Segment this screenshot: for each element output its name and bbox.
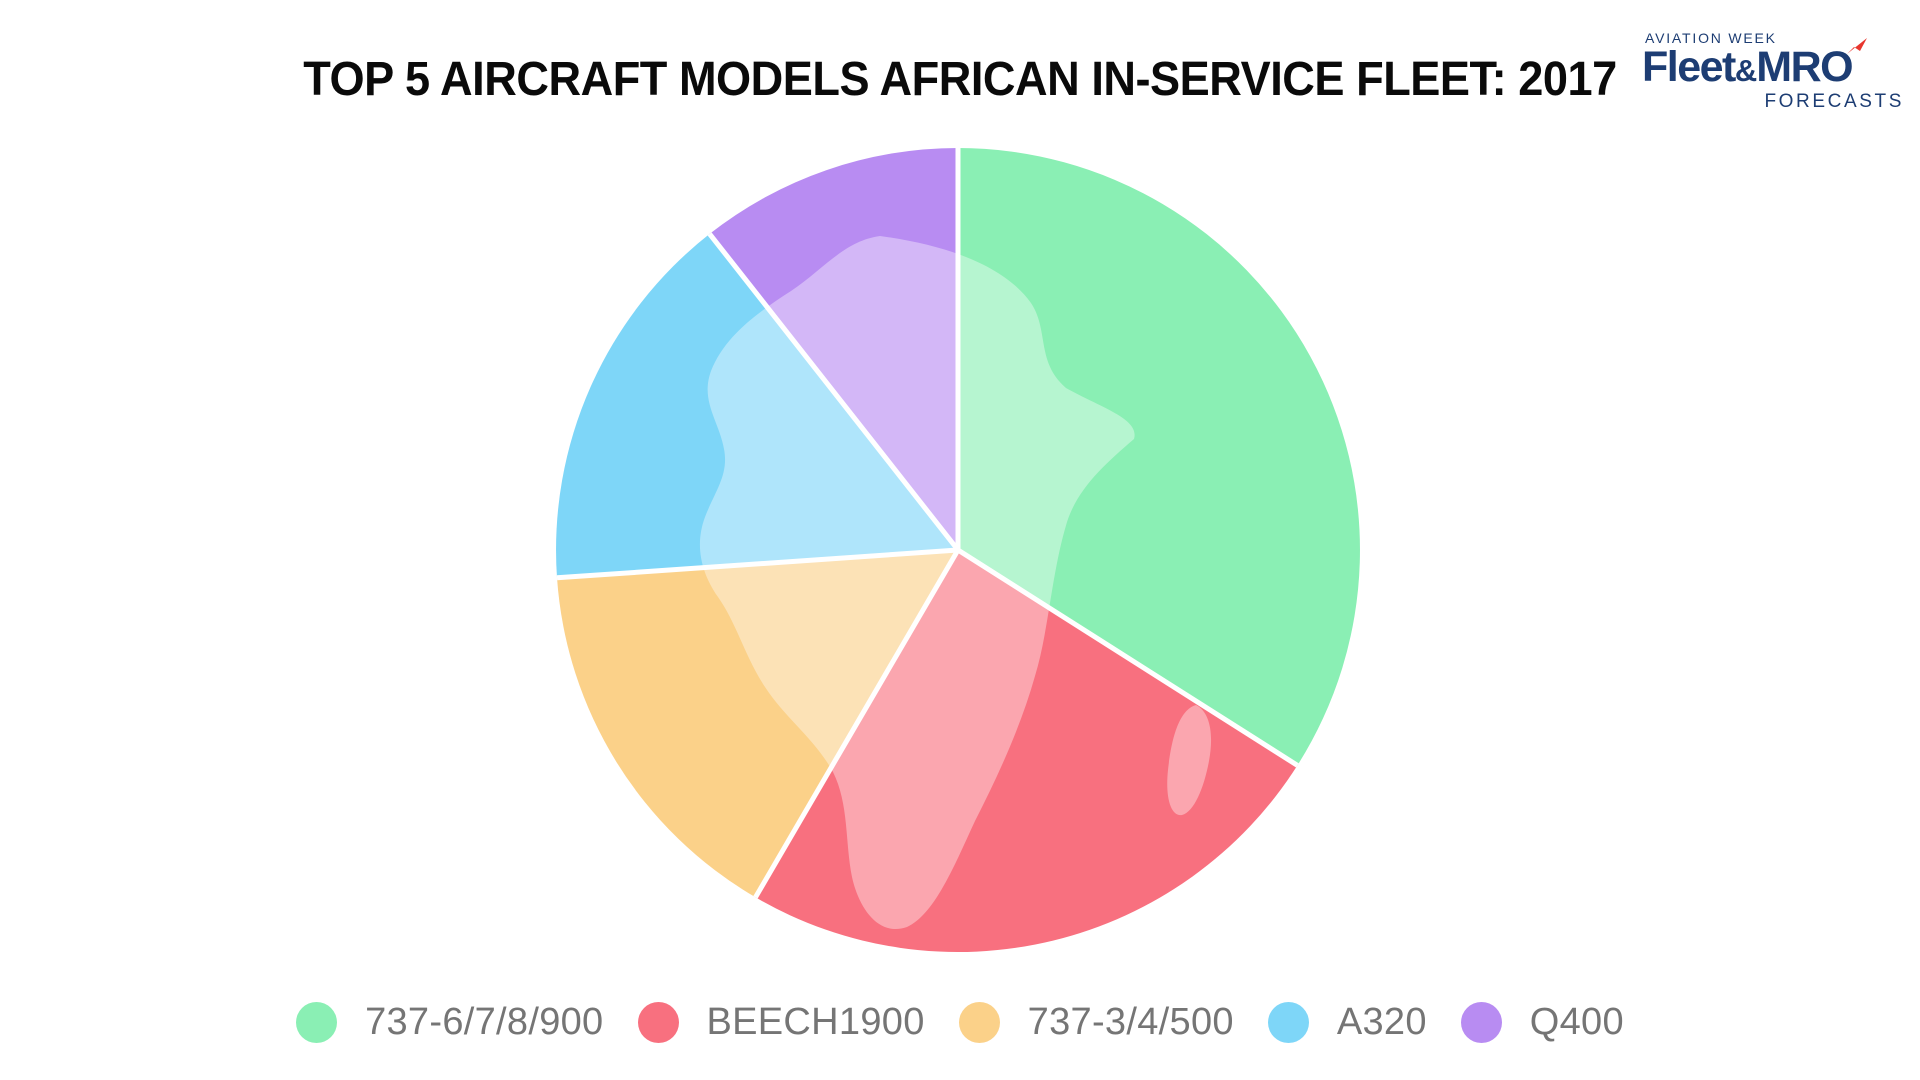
pie-slice-beech1900[interactable] [755,550,1298,953]
pie-slice-q400[interactable] [709,148,958,550]
aviation-week-fleet-mro-logo: AVIATION WEEK Fleet&MRO FORECASTS [1642,30,1904,113]
legend-label: BEECH1900 [706,1001,925,1043]
pie-chart [556,148,1360,953]
chart-title: TOP 5 AIRCRAFT MODELS AFRICAN IN-SERVICE… [303,53,1617,106]
legend-label: 737-6/7/8/900 [365,1001,604,1043]
pie-slice-separator [556,547,959,581]
africa-map-watermark [699,236,1212,930]
legend-item-beech1900[interactable]: BEECH1900 [637,1001,925,1044]
legend-label: 737-3/4/500 [1027,1001,1234,1043]
pie-slice-separator [707,232,960,552]
legend: 737-6/7/8/900 BEECH1900 737-3/4/500 A320 Q40… [0,1001,1920,1044]
legend-item-737-6-7-8-900[interactable]: 737-6/7/8/900 [296,1001,603,1044]
legend-dot-icon [1460,1002,1502,1043]
legend-dot-icon [1267,1002,1309,1043]
logo-mro-word: MRO [1756,43,1853,91]
logo-aviation-week-text: AVIATION WEEK [1645,30,1777,46]
legend-item-a320[interactable]: A320 [1267,1001,1427,1044]
legend-dot-icon [296,1002,338,1043]
pie-slice-a320[interactable] [556,233,958,578]
legend-item-q400[interactable]: Q400 [1460,1001,1624,1044]
logo-fleet-word: Fleet [1642,43,1736,91]
legend-label: A320 [1336,1001,1427,1043]
logo-forecasts-text: FORECASTS [1764,90,1904,112]
pie-slice-separator [753,548,961,899]
logo-arrow-icon [1847,38,1868,54]
legend-dot-icon [637,1002,679,1043]
legend-dot-icon [958,1002,1000,1043]
legend-item-737-3-4-500[interactable]: 737-3/4/500 [958,1001,1234,1044]
legend-label: Q400 [1529,1001,1624,1043]
logo-fleet-mro-text: Fleet&MRO [1642,38,1868,91]
pie-slice-737-3-4-500[interactable] [557,550,958,898]
logo-ampersand: & [1734,53,1757,88]
pie-slice-separator [956,547,1299,768]
